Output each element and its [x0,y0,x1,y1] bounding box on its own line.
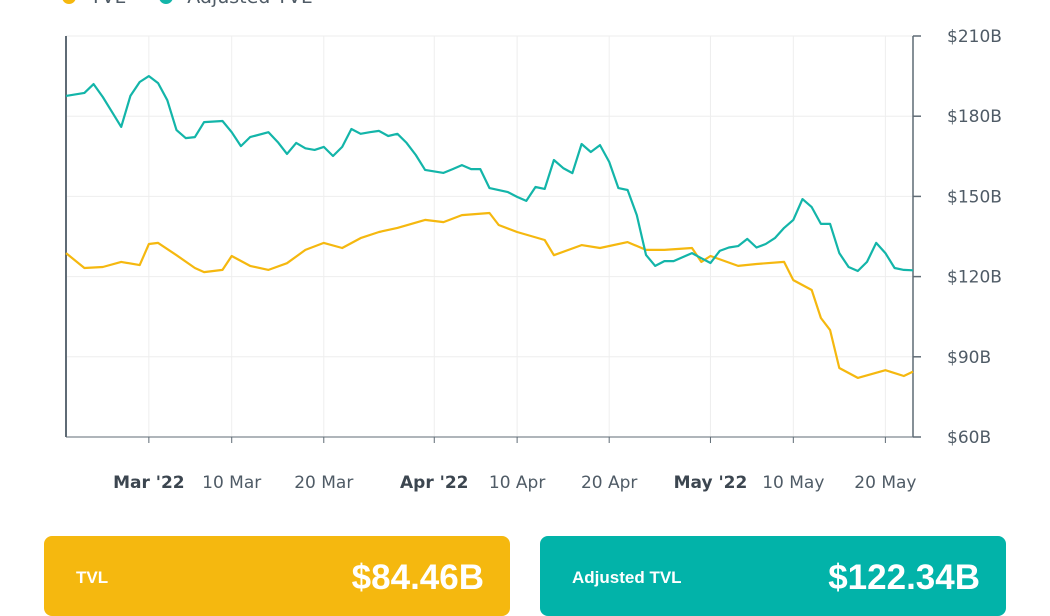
x-tick-label: 10 Apr [489,473,545,493]
legend-dot-icon [159,0,174,4]
y-tick-label: $180B [947,107,1002,127]
tvl-card: TVL $84.46B [44,536,510,616]
tvl-card-label: TVL [76,568,109,587]
legend-label: Adjusted TVL [187,0,311,8]
x-tick-label: 20 Mar [294,473,353,493]
series-line-tvl [65,211,914,379]
adjusted-tvl-card-value: $122.34B [828,558,980,597]
legend-label: TVL [90,0,125,8]
tvl-line-chart: $60B $90B $120B $150B $180B $210B Mar '22 10 Ma… [65,27,1002,493]
x-tick-label: 10 May [762,473,824,493]
x-tick-label: Mar '22 [113,473,185,493]
x-tick-label: May '22 [674,473,748,493]
adjusted-tvl-card: Adjusted TVL $122.34B [540,536,1006,616]
tvl-card-value: $84.46B [351,558,484,597]
x-tick-label: 10 Mar [202,473,261,493]
y-tick-label: $60B [947,428,991,448]
y-tick-label: $150B [947,187,1002,207]
x-tick-label: Apr '22 [400,473,469,493]
x-tick-label: 20 Apr [581,473,637,493]
legend-item-adjusted-tvl[interactable]: Adjusted TVL [159,0,312,8]
y-tick-label: $90B [947,348,991,368]
chart-legend: TVL Adjusted TVL [62,0,312,8]
legend-dot-icon [62,0,76,4]
y-tick-label: $120B [947,268,1002,288]
series-line-adjusted-tvl [65,75,914,273]
legend-item-tvl[interactable]: TVL [62,0,125,8]
adjusted-tvl-card-label: Adjusted TVL [572,568,682,587]
y-tick-label: $210B [947,27,1002,47]
x-tick-label: 20 May [854,473,916,493]
